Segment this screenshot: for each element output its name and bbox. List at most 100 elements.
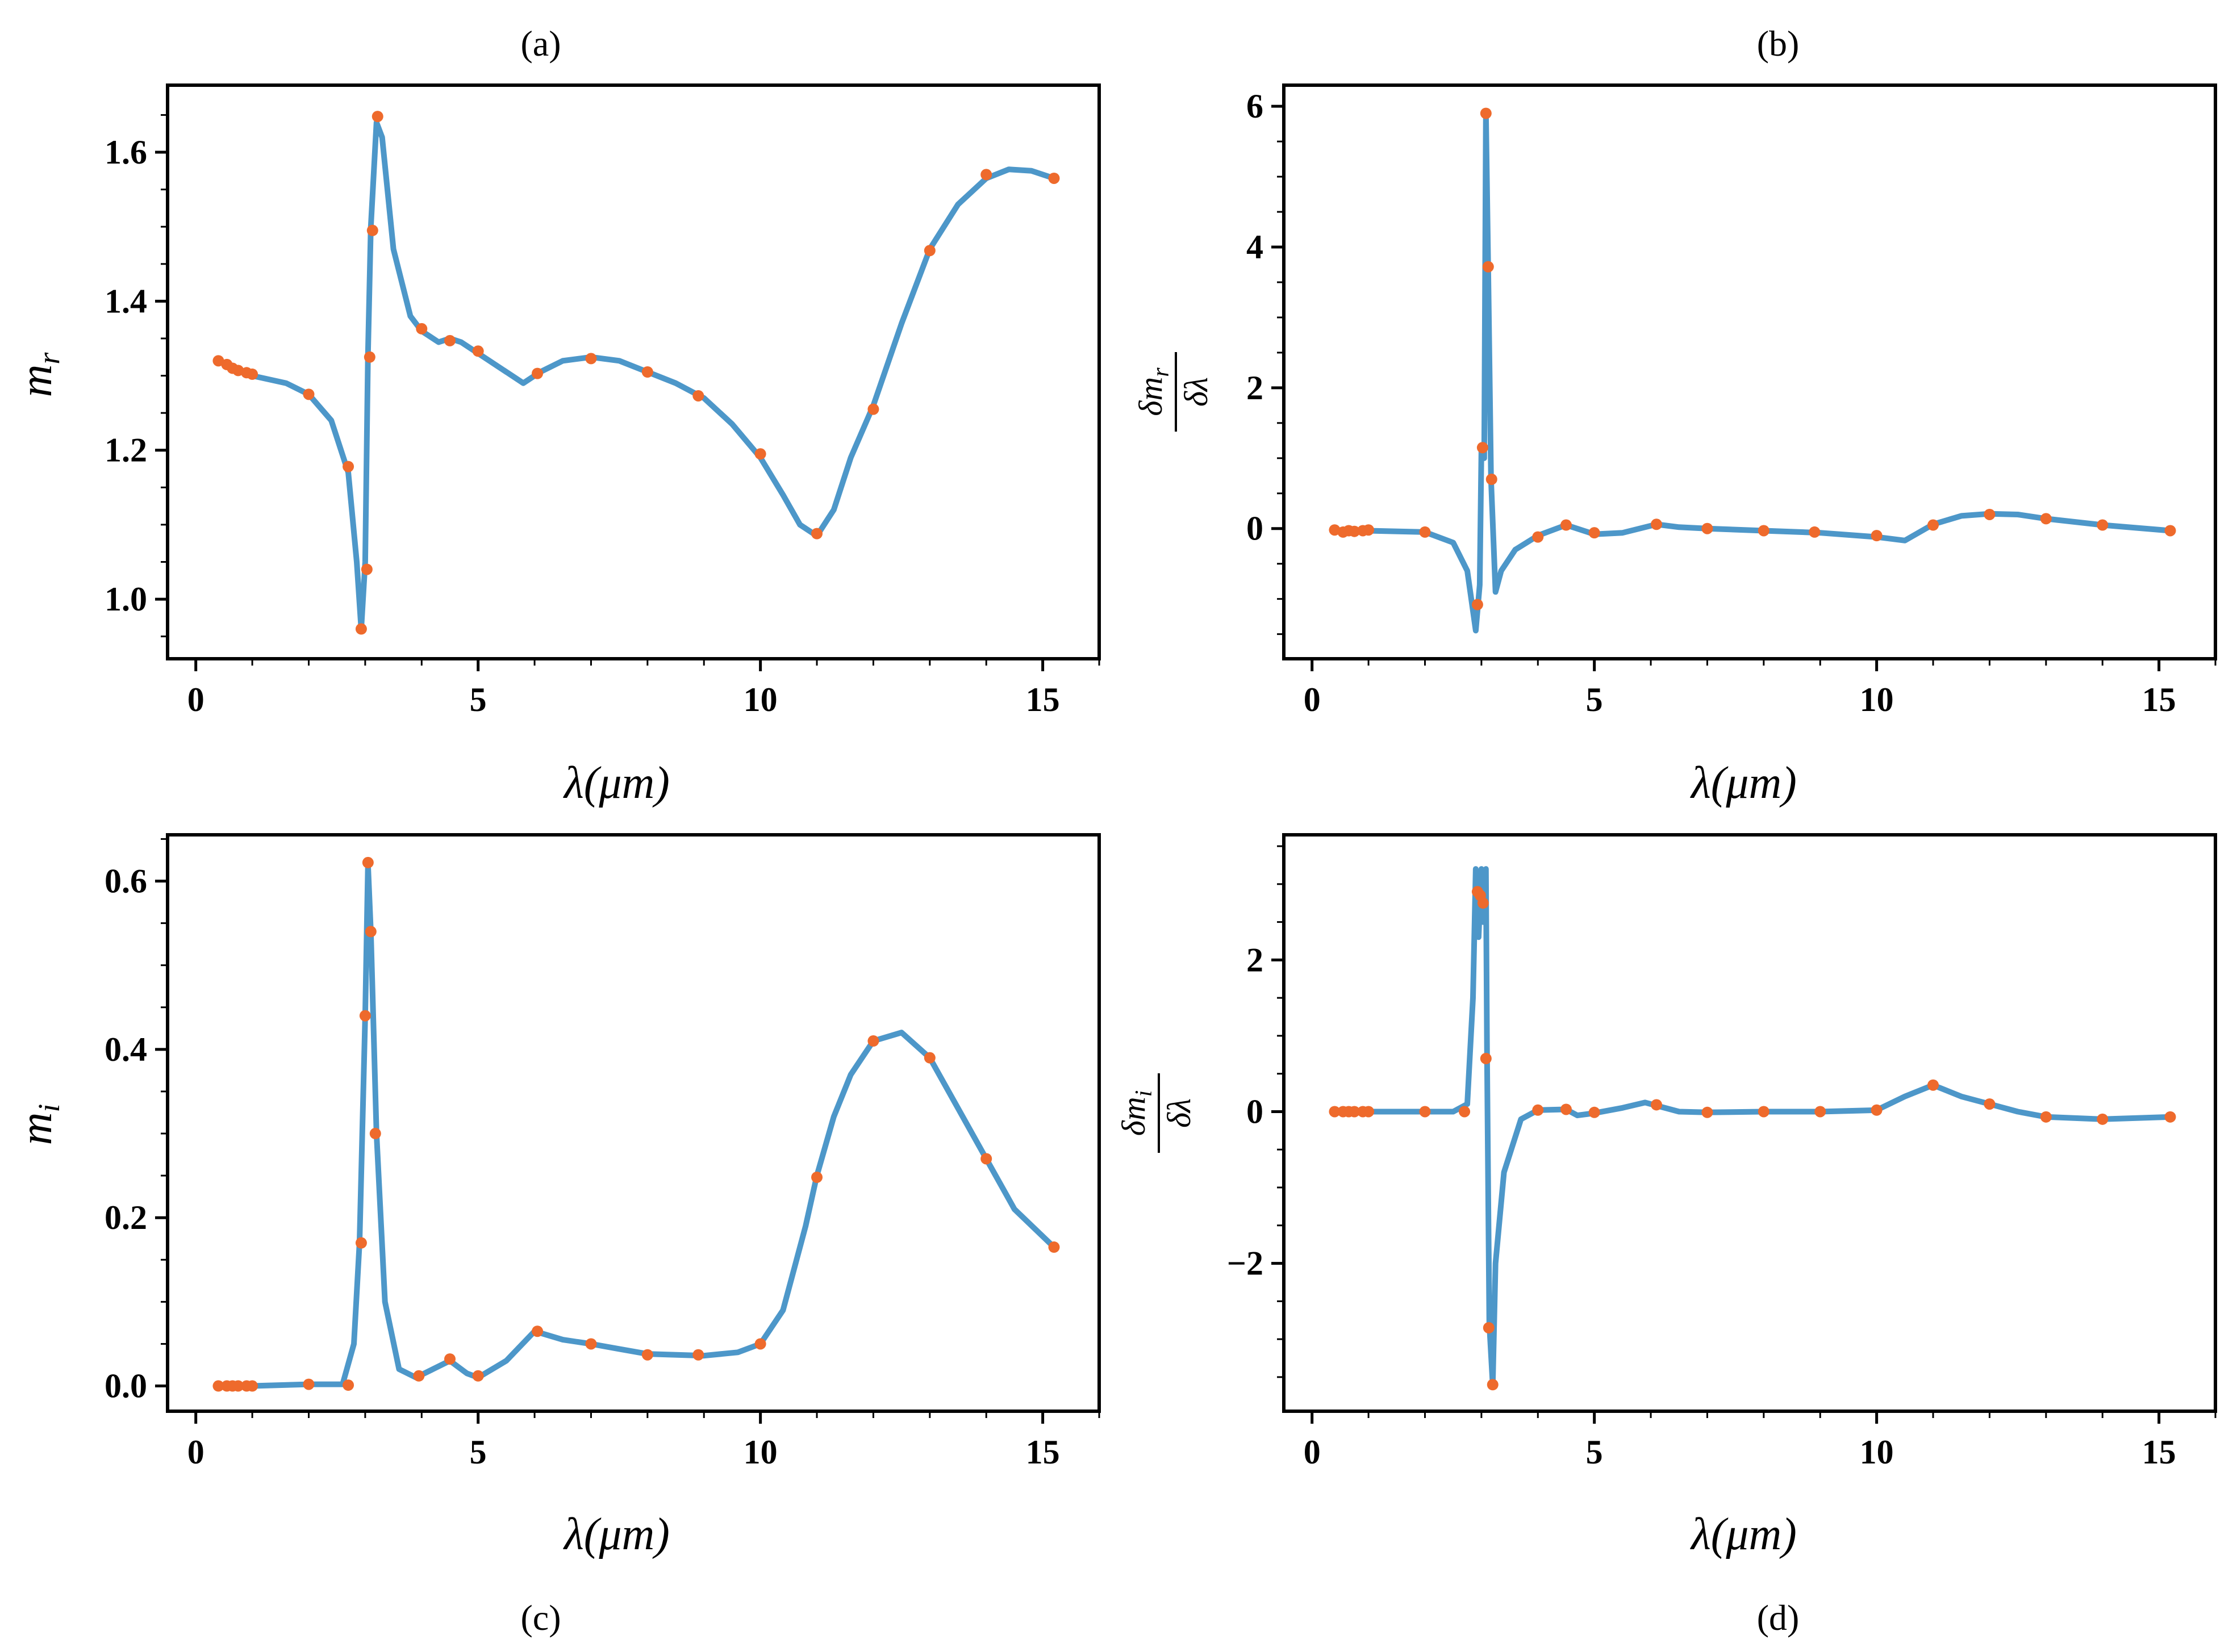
panel-b-data-point xyxy=(1758,525,1769,537)
panel-c-data-point xyxy=(444,1353,456,1365)
panel-b-data-point xyxy=(1485,473,1497,485)
panel-d-data-point xyxy=(1984,1098,1996,1110)
panel-d-data-point xyxy=(1419,1106,1431,1118)
panel-d-data-point xyxy=(2164,1111,2176,1123)
panel-b-xlabel: λ(μm) xyxy=(1690,758,1797,808)
panel-c-data-point xyxy=(303,1378,315,1390)
panel-d-data-point xyxy=(1701,1106,1713,1118)
panel-b-data-point xyxy=(2040,513,2052,525)
panel-d-data-point xyxy=(1487,1379,1499,1391)
panel-c-data-point xyxy=(692,1349,704,1361)
panel-d-ytick-label-2: 2 xyxy=(1246,941,1263,978)
panel-a-ylabel: mr xyxy=(11,352,66,398)
panel-d-data-point xyxy=(1477,897,1489,909)
panel-a-ytick-label-1: 1.2 xyxy=(105,432,147,469)
panel-c-frame xyxy=(166,833,1101,1413)
panel-b-data-point xyxy=(1471,599,1483,610)
panel-b-data-point xyxy=(1480,107,1492,119)
panel-a: (a) 0 5 10 15 1.0 1.2 1.4 1.6 λ(μm) mr xyxy=(11,23,1101,808)
panel-d-data-point xyxy=(2097,1113,2109,1125)
panel-c-xtick-label-2: 10 xyxy=(744,1433,778,1471)
panel-b-data-point xyxy=(1419,526,1431,538)
panel-d-data-point xyxy=(2040,1111,2052,1123)
panel-a-data-point xyxy=(867,403,879,415)
panel-c-data-point xyxy=(413,1370,425,1382)
panel-b-ytick-label-1: 2 xyxy=(1246,369,1263,407)
panel-c-data-point xyxy=(365,926,377,938)
panel-b-label: (b) xyxy=(1757,23,1800,64)
panel-d-data-point xyxy=(1871,1104,1883,1116)
panel-d-data-point xyxy=(1459,1106,1471,1118)
panel-d-ylabel-den: δλ xyxy=(1161,1098,1197,1128)
panel-a-data-point xyxy=(472,345,484,357)
panel-a-data-point xyxy=(372,111,383,123)
panel-c-data-point xyxy=(924,1052,936,1064)
panel-b-ylabel-den: δλ xyxy=(1178,377,1215,407)
panel-c-data-point xyxy=(811,1172,823,1183)
panel-b-data-point xyxy=(1984,508,1996,520)
panel-c-ytick-label-2: 0.4 xyxy=(105,1031,147,1068)
panel-a-data-point xyxy=(303,388,315,400)
panel-d-data-point xyxy=(1480,1052,1492,1064)
panel-c-data-point xyxy=(472,1370,484,1382)
panel-d-xtick-label-0: 0 xyxy=(1304,1433,1321,1471)
panel-d-data-point xyxy=(1532,1104,1544,1116)
panel-c: (c) 0 5 10 15 0.0 0.2 0.4 0.6 λ(μm) mi xyxy=(11,833,1101,1638)
plot-a: 0 5 10 15 1.0 1.2 1.4 1.6 xyxy=(105,83,1101,718)
panel-c-ytick-label-0: 0.0 xyxy=(105,1367,147,1405)
panel-a-data-point xyxy=(1048,172,1060,184)
panel-c-data-point xyxy=(232,1380,244,1392)
panel-c-ytick-label-1: 0.2 xyxy=(105,1199,147,1236)
panel-d-xtick-label-3: 15 xyxy=(2142,1433,2176,1471)
panel-c-data-point xyxy=(641,1349,653,1361)
panel-a-data-point xyxy=(811,528,823,539)
panel-b-xtick-label-1: 5 xyxy=(1586,681,1603,718)
panel-a-label: (a) xyxy=(520,23,561,64)
panel-d-ytick-label-0: −2 xyxy=(1227,1245,1263,1282)
panel-c-data-point xyxy=(754,1338,766,1350)
panel-a-data-point xyxy=(692,390,704,402)
panel-c-data-point xyxy=(867,1035,879,1047)
panel-a-xlabel: λ(μm) xyxy=(563,758,670,808)
panel-b-data-point xyxy=(1532,531,1544,543)
panel-d-data-point xyxy=(1329,1106,1341,1118)
panel-c-data-point xyxy=(362,856,374,868)
panel-c-data-point xyxy=(212,1380,224,1392)
panel-a-frame xyxy=(166,83,1101,660)
panel-b-data-point xyxy=(1701,522,1713,534)
panel-d-ylabel-num: δmi xyxy=(1115,1090,1157,1136)
panel-c-data-point xyxy=(980,1153,992,1165)
panel-c-data-point xyxy=(585,1338,597,1350)
panel-c-data-point xyxy=(532,1325,544,1337)
panel-b-data-point xyxy=(1560,519,1572,531)
panel-c-label: (c) xyxy=(520,1597,561,1638)
panel-c-data-point xyxy=(359,1010,371,1022)
panel-a-data-point xyxy=(416,323,428,334)
panel-d-ylabel: δmi δλ xyxy=(1115,1073,1197,1153)
panel-c-data-point xyxy=(369,1128,381,1140)
plot-b: 0 5 10 15 0 2 4 6 xyxy=(1246,83,2217,718)
panel-a-data-point xyxy=(247,368,258,380)
panel-c-ytick-label-3: 0.6 xyxy=(105,862,147,900)
panel-a-xtick-label-3: 15 xyxy=(1026,681,1060,718)
panel-a-ytick-label-0: 1.0 xyxy=(105,580,147,618)
panel-a-ytick-label-3: 1.6 xyxy=(105,133,147,171)
panel-c-data-point xyxy=(343,1379,354,1391)
panel-a-series-line xyxy=(215,119,1057,632)
panel-a-data-point xyxy=(355,623,367,635)
panel-c-xlabel: λ(μm) xyxy=(563,1509,670,1559)
panel-b-data-point xyxy=(2097,519,2109,531)
panel-a-data-point xyxy=(212,355,224,367)
panel-b-xtick-label-2: 10 xyxy=(1860,681,1894,718)
panel-c-ylabel: mi xyxy=(11,1104,66,1145)
panel-b-data-point xyxy=(1476,442,1488,454)
panel-b-data-point xyxy=(1871,530,1883,542)
panel-b-data-point xyxy=(1588,527,1600,539)
panel-d-data-point xyxy=(1349,1106,1360,1118)
panel-d: (d) 0 5 10 15 −2 0 2 λ(μm) δmi δλ xyxy=(1115,833,2217,1638)
panel-a-xtick-label-2: 10 xyxy=(744,681,778,718)
panel-c-data-point xyxy=(1048,1241,1060,1253)
plot-d: 0 5 10 15 −2 0 2 xyxy=(1227,833,2217,1471)
panel-b-data-point xyxy=(1349,525,1360,537)
